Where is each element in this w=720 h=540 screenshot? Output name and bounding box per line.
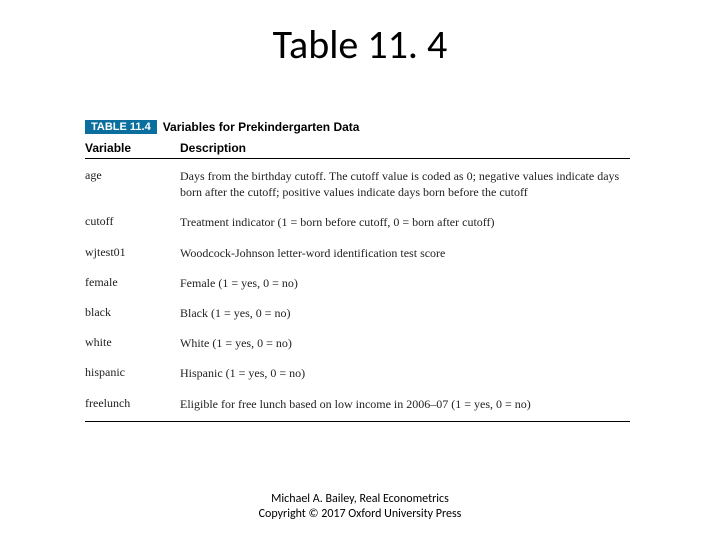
table-row: female Female (1 = yes, 0 = no) [85, 268, 630, 298]
cell-description: Woodcock-Johnson letter-word identificat… [180, 245, 630, 261]
table-row: cutoff Treatment indicator (1 = born bef… [85, 207, 630, 237]
cell-variable: age [85, 168, 180, 183]
cell-description: Treatment indicator (1 = born before cut… [180, 214, 630, 230]
table-bottom-rule [85, 421, 630, 422]
cell-variable: black [85, 305, 180, 320]
cell-description: White (1 = yes, 0 = no) [180, 335, 630, 351]
page-title: Table 11. 4 [0, 20, 720, 69]
cell-description: Days from the birthday cutoff. The cutof… [180, 168, 630, 200]
slide: Table 11. 4 TABLE 11.4 Variables for Pre… [0, 0, 720, 540]
footer-line-1: Michael A. Bailey, Real Econometrics [0, 492, 720, 507]
table-header-description: Description [180, 141, 630, 155]
table-row: hispanic Hispanic (1 = yes, 0 = no) [85, 358, 630, 388]
table-badge: TABLE 11.4 [85, 120, 157, 134]
table-header: Variable Description [85, 138, 630, 159]
footer-line-2: Copyright © 2017 Oxford University Press [0, 507, 720, 522]
cell-description: Eligible for free lunch based on low inc… [180, 396, 630, 412]
slide-footer: Michael A. Bailey, Real Econometrics Cop… [0, 492, 720, 522]
table-header-variable: Variable [85, 141, 180, 155]
table-caption: Variables for Prekindergarten Data [163, 120, 360, 134]
cell-variable: female [85, 275, 180, 290]
table-row: age Days from the birthday cutoff. The c… [85, 161, 630, 207]
table-row: freelunch Eligible for free lunch based … [85, 389, 630, 419]
table-caption-row: TABLE 11.4 Variables for Prekindergarten… [85, 120, 630, 134]
cell-variable: hispanic [85, 365, 180, 380]
cell-variable: white [85, 335, 180, 350]
cell-description: Female (1 = yes, 0 = no) [180, 275, 630, 291]
cell-variable: freelunch [85, 396, 180, 411]
table-body: age Days from the birthday cutoff. The c… [85, 161, 630, 419]
cell-variable: wjtest01 [85, 245, 180, 260]
cell-description: Hispanic (1 = yes, 0 = no) [180, 365, 630, 381]
cell-description: Black (1 = yes, 0 = no) [180, 305, 630, 321]
table-row: white White (1 = yes, 0 = no) [85, 328, 630, 358]
variables-table: TABLE 11.4 Variables for Prekindergarten… [85, 120, 630, 422]
table-row: wjtest01 Woodcock-Johnson letter-word id… [85, 238, 630, 268]
cell-variable: cutoff [85, 214, 180, 229]
table-row: black Black (1 = yes, 0 = no) [85, 298, 630, 328]
